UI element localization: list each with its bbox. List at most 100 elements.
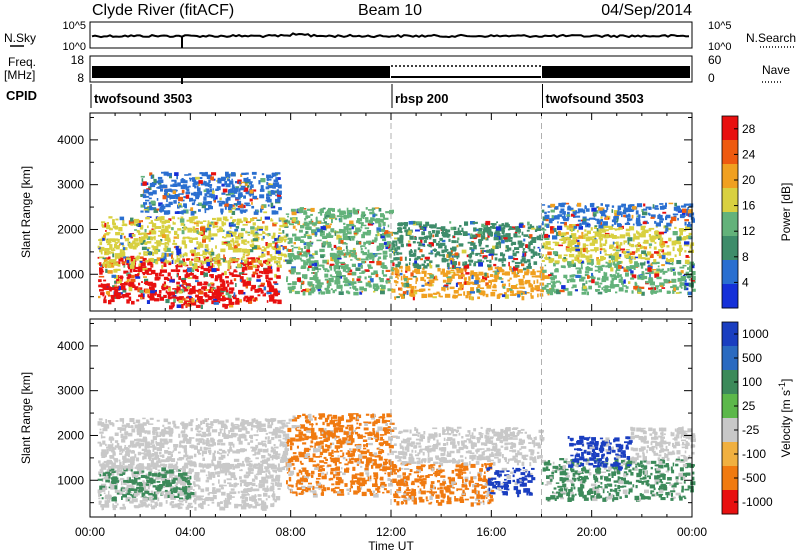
echo-pixel	[452, 265, 454, 268]
echo-pixel	[188, 503, 192, 505]
echo-pixel	[361, 265, 363, 269]
echo-pixel	[277, 267, 280, 271]
echo-pixel	[247, 488, 252, 492]
echo-pixel	[638, 254, 642, 259]
echo-pixel	[509, 228, 514, 230]
echo-pixel	[605, 222, 608, 224]
echo-pixel	[242, 492, 246, 494]
echo-pixel	[179, 291, 183, 294]
echo-pixel	[203, 197, 206, 201]
echo-pixel	[256, 476, 258, 480]
echo-pixel	[172, 258, 174, 261]
echo-pixel	[450, 248, 455, 250]
echo-pixel	[523, 225, 526, 228]
echo-pixel	[320, 255, 324, 258]
echo-pixel	[457, 245, 459, 248]
echo-pixel	[257, 275, 261, 279]
echo-pixel	[485, 221, 490, 225]
echo-pixel	[274, 222, 278, 224]
echo-pixel	[109, 248, 112, 250]
echo-pixel	[176, 482, 178, 485]
echo-pixel	[204, 281, 208, 283]
echo-pixel	[221, 184, 224, 187]
echo-pixel	[251, 285, 256, 288]
colorbar-swatch	[722, 212, 738, 237]
echo-pixel	[684, 241, 689, 244]
echo-pixel	[623, 211, 625, 214]
echo-pixel	[310, 277, 315, 280]
echo-pixel	[433, 249, 438, 251]
echo-pixel	[656, 277, 661, 280]
echo-pixel	[383, 255, 387, 259]
echo-pixel	[268, 204, 270, 206]
echo-pixel	[687, 224, 692, 227]
echo-pixel	[537, 236, 541, 241]
echo-pixel	[277, 300, 281, 304]
echo-pixel	[502, 262, 504, 264]
echo-pixel	[215, 226, 219, 228]
echo-pixel	[537, 271, 542, 273]
echo-pixel	[359, 281, 362, 283]
echo-pixel	[239, 470, 243, 472]
echo-pixel	[206, 289, 209, 291]
echo-pixel	[468, 282, 473, 285]
echo-pixel	[134, 505, 139, 508]
echo-pixel	[633, 234, 636, 238]
echo-pixel	[258, 180, 260, 184]
echo-pixel	[150, 290, 155, 293]
echo-pixel	[155, 277, 160, 280]
echo-pixel	[550, 204, 555, 208]
echo-pixel	[401, 270, 403, 273]
echo-pixel	[143, 276, 147, 278]
echo-pixel	[591, 227, 593, 230]
echo-pixel	[656, 236, 661, 238]
echo-pixel	[473, 245, 477, 249]
echo-pixel	[142, 247, 147, 250]
echo-pixel	[349, 250, 354, 252]
echo-pixel	[640, 275, 643, 277]
echo-pixel	[687, 207, 689, 210]
echo-pixel	[161, 504, 163, 506]
echo-pixel	[131, 301, 135, 305]
echo-pixel	[639, 278, 644, 280]
echo-pixel	[339, 285, 343, 289]
echo-pixel	[517, 291, 521, 295]
echo-pixel	[408, 227, 410, 230]
echo-pixel	[194, 185, 196, 188]
echo-pixel	[117, 493, 120, 495]
echo-pixel	[685, 222, 687, 226]
echo-pixel	[205, 295, 208, 297]
echo-pixel	[130, 256, 134, 258]
echo-pixel	[662, 271, 665, 275]
echo-pixel	[196, 192, 199, 195]
echo-pixel	[575, 275, 581, 278]
colorbar-tick-label: 24	[742, 147, 756, 161]
echo-pixel	[196, 495, 201, 498]
echo-pixel	[118, 264, 120, 267]
echo-pixel	[377, 231, 380, 234]
echo-pixel	[304, 218, 306, 221]
echo-pixel	[666, 245, 669, 247]
echo-pixel	[401, 288, 403, 291]
echo-pixel	[405, 264, 408, 267]
echo-pixel	[160, 274, 164, 276]
echo-pixel	[522, 296, 525, 300]
echo-pixel	[229, 302, 234, 305]
echo-pixel	[149, 468, 152, 472]
echo-pixel	[248, 234, 251, 236]
echo-pixel	[203, 252, 206, 255]
echo-pixel	[667, 268, 669, 271]
echo-pixel	[206, 190, 209, 194]
echo-pixel	[357, 278, 361, 281]
echo-pixel	[495, 267, 498, 270]
echo-pixel	[333, 290, 336, 293]
echo-pixel	[533, 251, 537, 255]
echo-pixel	[641, 292, 645, 296]
echo-pixel	[140, 261, 143, 263]
echo-pixel	[322, 267, 324, 269]
echo-pixel	[496, 226, 501, 230]
echo-pixel	[395, 258, 398, 260]
echo-pixel	[503, 286, 506, 289]
echo-pixel	[648, 288, 653, 290]
echo-pixel	[216, 255, 219, 259]
